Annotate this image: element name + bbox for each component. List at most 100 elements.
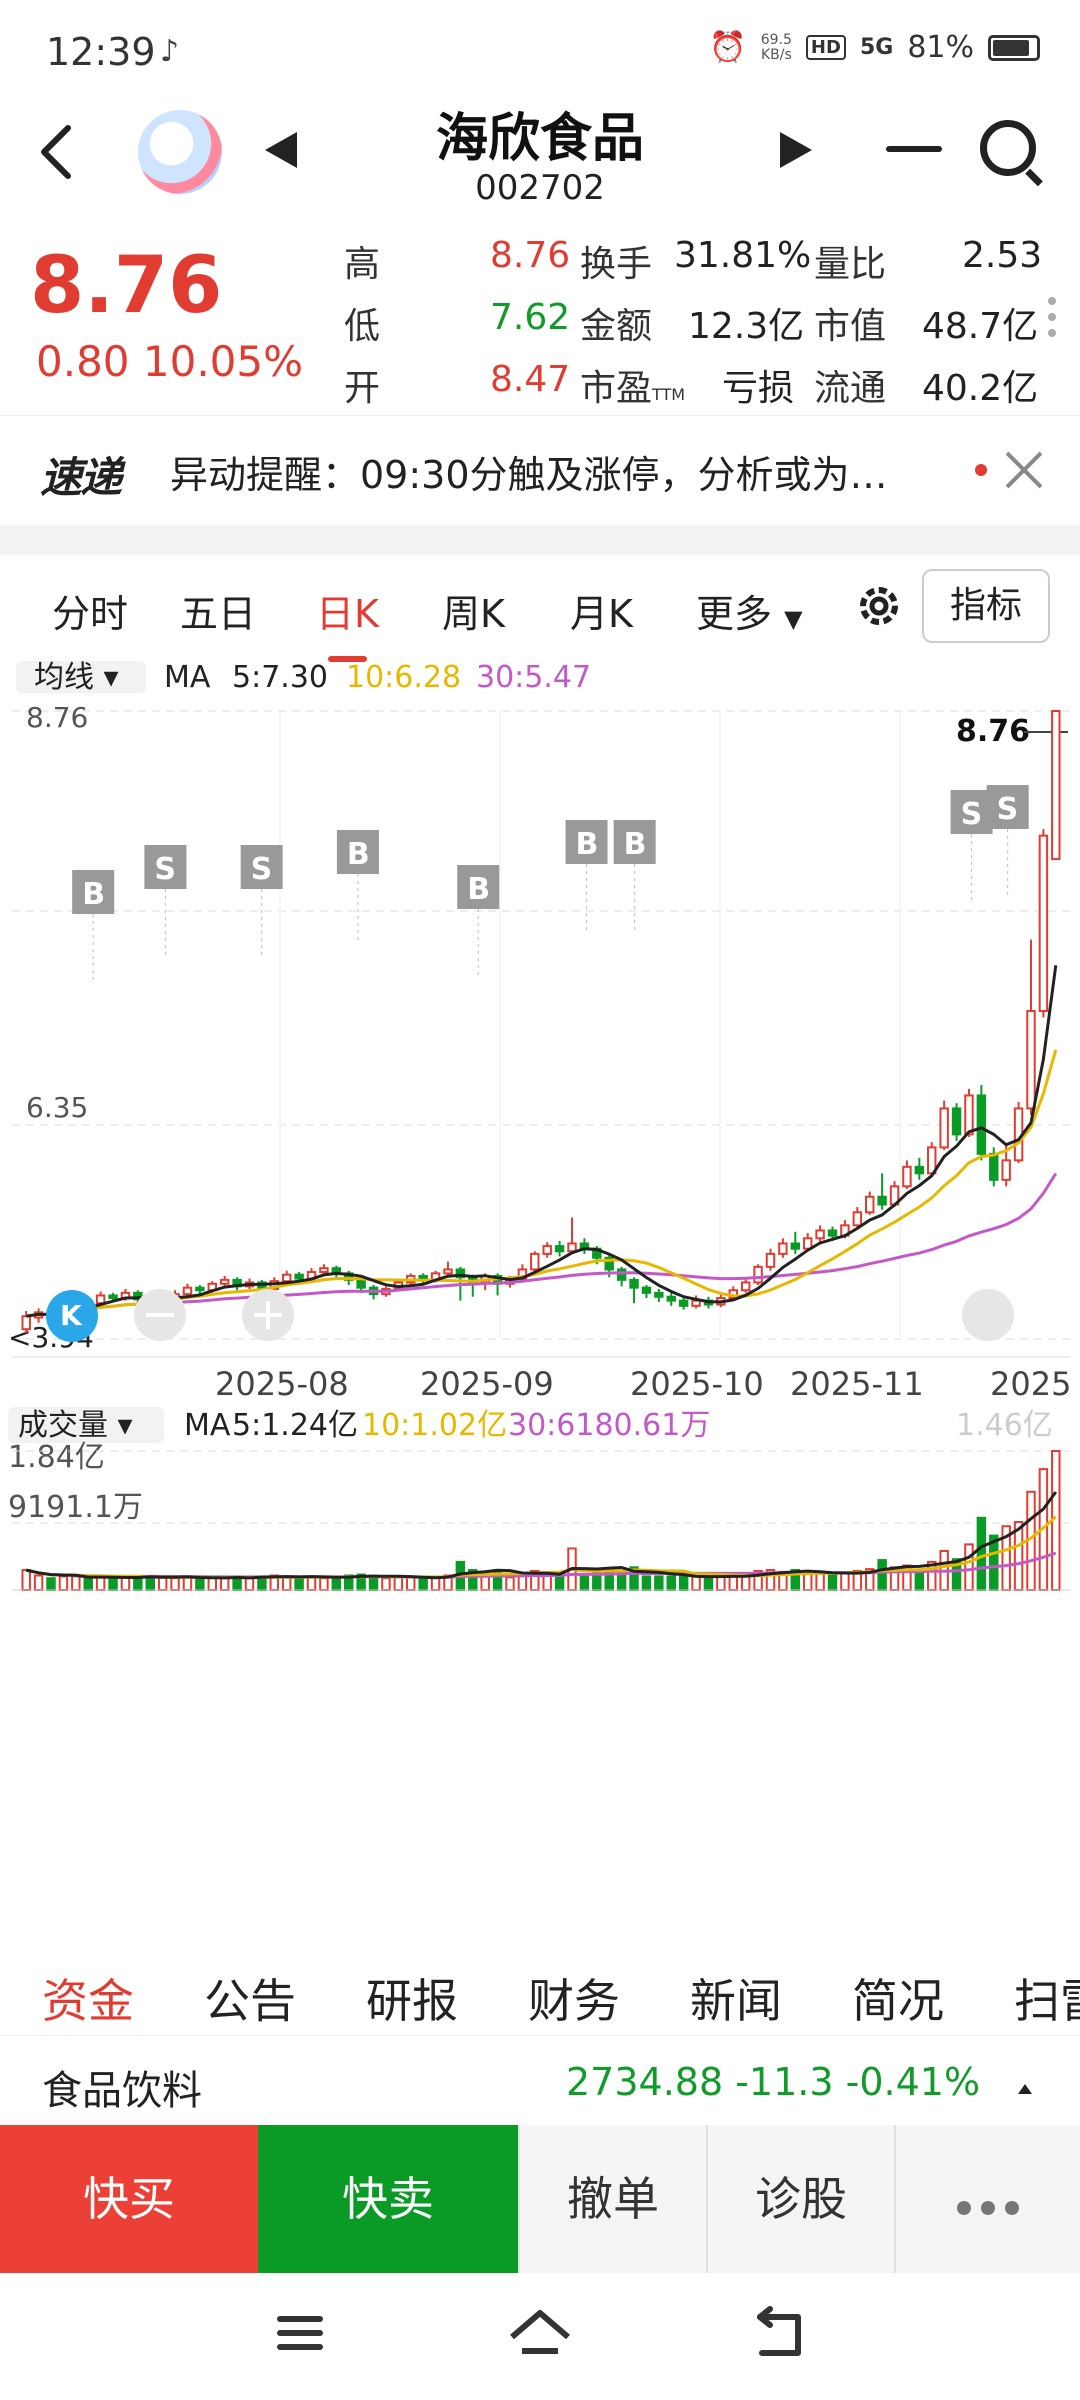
trade-marker-label: B bbox=[82, 877, 105, 912]
tab-funds[interactable]: 资金 bbox=[42, 1974, 134, 2028]
home-icon[interactable] bbox=[510, 2310, 570, 2354]
volume-bar bbox=[641, 1575, 652, 1591]
indicator-button[interactable]: 指标 bbox=[922, 569, 1050, 643]
candle-body bbox=[740, 1281, 751, 1292]
trade-marker bbox=[950, 790, 993, 834]
x-tick-label: 2025 bbox=[990, 1365, 1071, 1403]
volume-legend-box bbox=[8, 1407, 164, 1443]
tab-daily-k[interactable]: 日K bbox=[316, 583, 379, 662]
current-price: 8.76 bbox=[30, 241, 223, 331]
candle-body bbox=[678, 1299, 689, 1307]
volume-bar bbox=[827, 1574, 838, 1592]
search-icon[interactable] bbox=[980, 120, 1036, 176]
previous-stock-icon[interactable] bbox=[265, 132, 297, 168]
quick-sell-button[interactable]: 快卖 bbox=[258, 2125, 518, 2273]
candle-body bbox=[914, 1165, 925, 1175]
more-dots-icon bbox=[952, 2125, 1024, 2273]
candle-body bbox=[604, 1256, 614, 1271]
more-button[interactable] bbox=[894, 2125, 1080, 2273]
alert-text[interactable]: 异动提醒：09:30分触及涨停，分析或为… bbox=[170, 453, 888, 497]
low-label: 低 bbox=[344, 306, 381, 347]
tab-more[interactable]: 更多 ▼ bbox=[696, 592, 803, 636]
quick-buy-button[interactable]: 快买 bbox=[0, 2125, 258, 2273]
candle-body bbox=[865, 1195, 875, 1214]
volume-bar bbox=[120, 1576, 131, 1592]
candle-body bbox=[319, 1267, 329, 1274]
volume-legend-label: 成交量 ▾ bbox=[18, 1408, 133, 1443]
tab-weekly-k[interactable]: 周K bbox=[442, 592, 505, 636]
trade-marker bbox=[144, 845, 187, 889]
candle-body bbox=[790, 1242, 801, 1250]
caret-up-icon[interactable] bbox=[1018, 2084, 1032, 2094]
pe-label: 市盈TTM bbox=[580, 368, 686, 409]
volume-bar bbox=[976, 1516, 987, 1592]
high-value: 8.76 bbox=[490, 235, 571, 276]
volume-bar bbox=[319, 1577, 329, 1591]
tab-news[interactable]: 新闻 bbox=[690, 1974, 782, 2028]
volume-ma-legend-5: 5:1.24亿 bbox=[232, 1408, 358, 1443]
float-cap-value: 40.2亿 bbox=[922, 368, 1039, 409]
tab-profile[interactable]: 简况 bbox=[852, 1974, 944, 2028]
stock-name: 海欣食品 bbox=[435, 109, 644, 169]
gear-icon[interactable] bbox=[852, 579, 906, 633]
trade-marker-label: S bbox=[997, 792, 1019, 827]
tab-finance[interactable]: 财务 bbox=[528, 1974, 620, 2028]
tab-mine-scan[interactable]: 扫雷 bbox=[1014, 1974, 1080, 2028]
tab-announcements[interactable]: 公告 bbox=[204, 1974, 296, 2028]
candle-body bbox=[1038, 834, 1049, 1013]
volume-bar bbox=[678, 1575, 689, 1591]
trade-marker-label: B bbox=[576, 827, 599, 862]
market-cap-value: 48.7亿 bbox=[922, 306, 1039, 347]
candle-body bbox=[666, 1295, 676, 1302]
avatar[interactable] bbox=[138, 110, 222, 194]
volume-axis-top: 1.84亿 bbox=[8, 1440, 105, 1475]
candle-body bbox=[1001, 1159, 1011, 1181]
status-bar: 12:39 ♪ ⏰ 69.5 KB/s HD 5G 81% bbox=[0, 0, 1080, 100]
tab-five-day[interactable]: 五日 bbox=[180, 592, 257, 636]
volume-ratio-label: 量比 bbox=[814, 244, 887, 285]
minimize-icon[interactable] bbox=[886, 146, 942, 152]
diagnose-button[interactable]: 诊股 bbox=[706, 2125, 894, 2273]
back-arrow-icon[interactable] bbox=[36, 122, 76, 182]
volume-bar bbox=[418, 1577, 428, 1591]
alert-banner[interactable]: 速递 异动提醒：09:30分触及涨停，分析或为… bbox=[0, 415, 1080, 525]
x-tick-label: 2025-10 bbox=[630, 1365, 764, 1403]
candle-body bbox=[21, 1315, 31, 1331]
next-stock-icon[interactable] bbox=[780, 132, 812, 168]
volume-bar bbox=[877, 1559, 887, 1591]
alarm-icon: ⏰ bbox=[709, 30, 747, 65]
volume-bar bbox=[157, 1576, 168, 1592]
volume-bar bbox=[964, 1543, 974, 1592]
tab-intraday[interactable]: 分时 bbox=[52, 592, 129, 636]
more-vertical-icon[interactable] bbox=[1048, 297, 1056, 345]
pe-value: 亏损 bbox=[722, 368, 795, 409]
tab-monthly-k[interactable]: 月K bbox=[570, 592, 633, 636]
x-tick-label: 2025-08 bbox=[215, 1365, 349, 1403]
trade-marker bbox=[457, 865, 500, 909]
amount-value: 12.3亿 bbox=[688, 306, 805, 347]
candle-body bbox=[852, 1211, 863, 1227]
back-icon[interactable] bbox=[757, 2306, 801, 2356]
candle-body bbox=[902, 1165, 912, 1188]
ma-legend-box bbox=[16, 661, 146, 693]
cancel-order-button[interactable]: 撤单 bbox=[518, 2125, 706, 2273]
trade-marker bbox=[986, 785, 1029, 829]
close-icon[interactable] bbox=[1004, 450, 1044, 490]
sector-row[interactable]: 食品饮料 2734.88 -11.3 -0.41% bbox=[0, 2035, 1080, 2125]
chevron-down-icon: ▼ bbox=[784, 605, 803, 633]
candle-body bbox=[629, 1278, 639, 1289]
volume-bar bbox=[840, 1571, 850, 1591]
kline-chart[interactable]: 均线 ▾ MA 5:7.30 10:6.28 30:5.478.766.35<3.948… bbox=[0, 655, 1080, 1595]
candle-body bbox=[753, 1265, 763, 1284]
tiktok-icon: ♪ bbox=[160, 34, 180, 69]
volume-bar bbox=[666, 1575, 676, 1591]
candle-body bbox=[815, 1229, 825, 1240]
trade-marker-label: B bbox=[624, 827, 647, 862]
menu-icon[interactable] bbox=[277, 2316, 323, 2350]
volume-bar bbox=[108, 1578, 118, 1592]
volume-bar bbox=[58, 1575, 69, 1591]
volume-ma5-line bbox=[25, 1491, 1058, 1580]
volume-bar bbox=[703, 1576, 714, 1592]
tab-research[interactable]: 研报 bbox=[366, 1974, 458, 2028]
volume-bar bbox=[33, 1574, 44, 1592]
